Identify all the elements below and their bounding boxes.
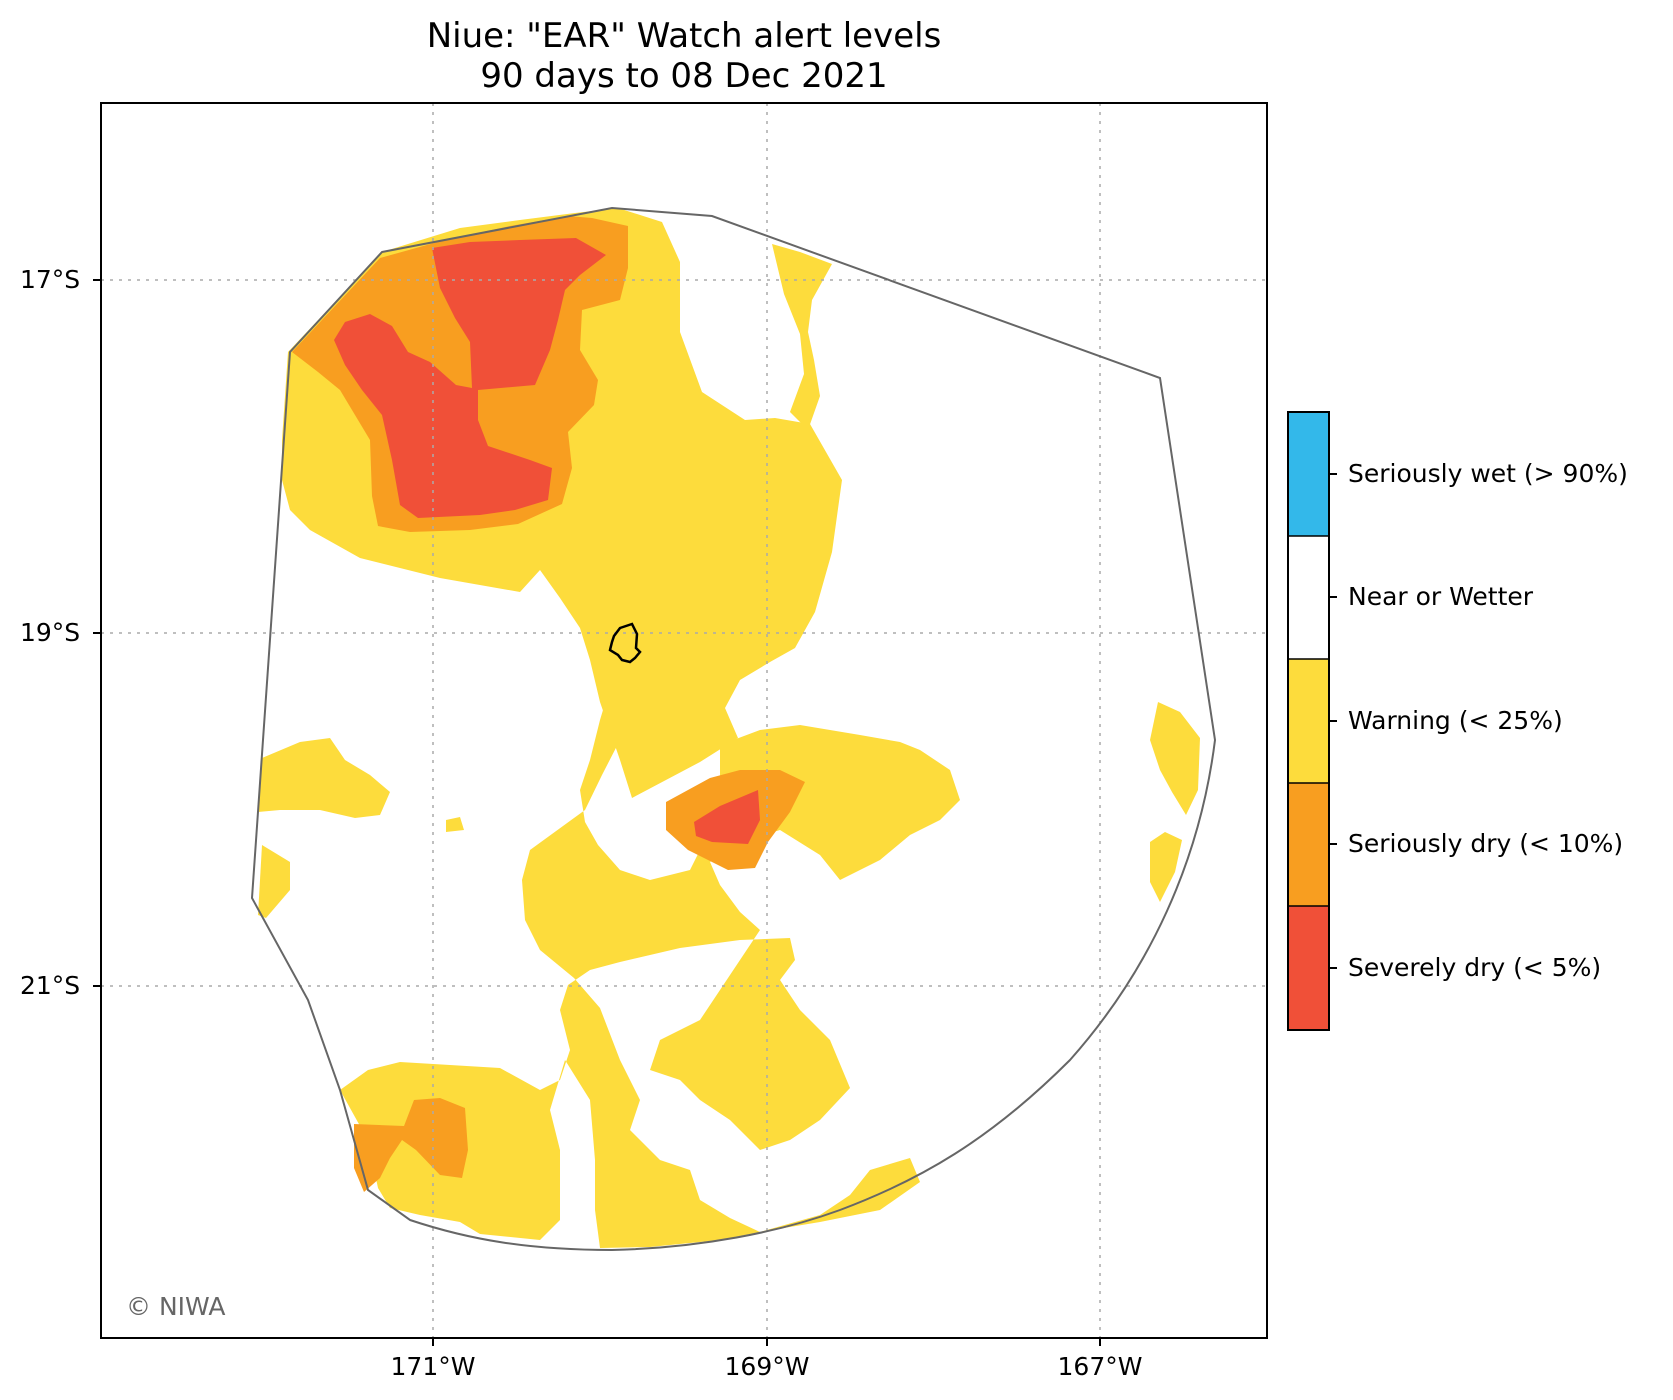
ytick-label-17s: 17°S: [20, 265, 81, 294]
severely-dry-region-north: [334, 238, 606, 518]
xtick-label-169w: 169°W: [724, 1352, 810, 1381]
warning-region-east: [1150, 702, 1200, 815]
warning-region-central: [340, 630, 960, 1248]
legend-label-near-or-wetter: Near or Wetter: [1348, 582, 1534, 611]
legend-label-severely-dry: Severely dry (< 5%): [1348, 953, 1602, 982]
legend-swatch-seriously-dry: [1288, 783, 1329, 906]
seriously-dry-region-south: [354, 1098, 468, 1192]
copyright-text: © NIWA: [126, 1292, 226, 1321]
legend-swatch-warning: [1288, 659, 1329, 783]
map-title: Niue: "EAR" Watch alert levels 90 days t…: [0, 16, 1368, 96]
warning-region-northeast: [772, 244, 832, 430]
warning-region-small: [446, 817, 464, 832]
xtick-label-167w: 167°W: [1057, 1352, 1143, 1381]
warning-region-west: [258, 738, 390, 818]
legend-label-seriously-dry: Seriously dry (< 10%): [1348, 829, 1624, 858]
ytick-label-21s: 21°S: [20, 971, 81, 1000]
legend-colorbar: [1287, 411, 1337, 1031]
map-content: [258, 208, 1200, 1248]
niue-island-outline: [608, 622, 642, 664]
xtick-label-171w: 171°W: [390, 1352, 476, 1381]
severely-dry-regions: [334, 238, 760, 844]
map-frame: [100, 102, 1268, 1339]
legend-label-warning: Warning (< 25%): [1348, 706, 1563, 735]
eez-boundary: [250, 206, 1217, 1252]
legend-label-seriously-wet: Seriously wet (> 90%): [1348, 459, 1628, 488]
ytick-label-19s: 19°S: [20, 618, 81, 647]
warning-region-southeast: [1150, 832, 1182, 902]
tick-marks: [93, 279, 1101, 1346]
legend-swatch-severely-dry: [1288, 906, 1329, 1030]
title-line-2: 90 days to 08 Dec 2021: [480, 56, 888, 96]
warning-region-southwest: [258, 845, 290, 918]
legend-swatch-near-or-wetter: [1288, 536, 1329, 659]
severely-dry-region-central: [694, 790, 760, 844]
title-line-1: Niue: "EAR" Watch alert levels: [426, 16, 942, 56]
legend-swatch-seriously-wet: [1288, 412, 1329, 536]
